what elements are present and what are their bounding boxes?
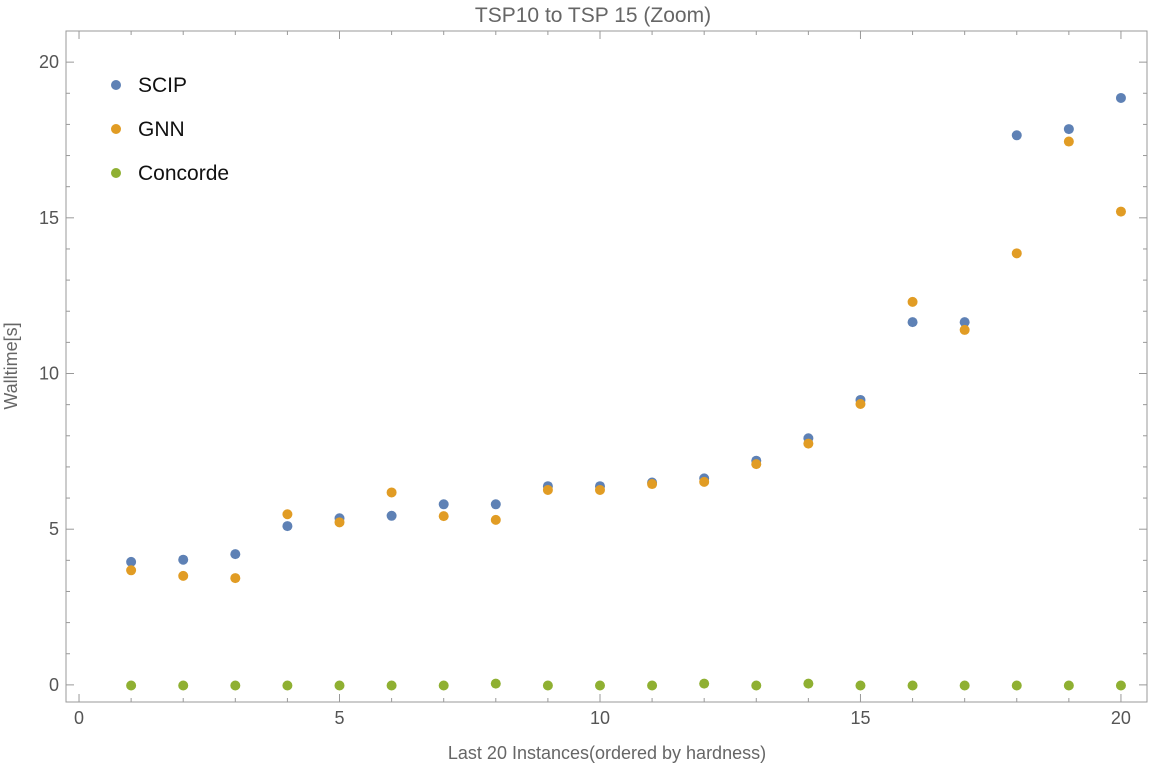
plot-frame bbox=[65, 30, 1148, 703]
legend-marker-scip bbox=[111, 80, 121, 90]
series-gnn bbox=[126, 136, 1126, 584]
scip-point bbox=[230, 549, 241, 560]
gnn-point bbox=[699, 476, 710, 487]
concorde-point bbox=[855, 680, 866, 691]
concorde-point bbox=[126, 680, 137, 691]
concorde-point bbox=[1011, 680, 1022, 691]
y-tick-label: 15 bbox=[39, 208, 59, 228]
concorde-point bbox=[334, 680, 345, 691]
scip-point bbox=[178, 554, 189, 565]
concorde-point bbox=[803, 678, 814, 689]
gnn-point bbox=[126, 565, 137, 576]
y-tick-label: 0 bbox=[49, 675, 59, 695]
series-concorde bbox=[126, 678, 1126, 691]
axis-ticks bbox=[66, 30, 1147, 702]
x-tick-label: 15 bbox=[850, 708, 870, 728]
concorde-point bbox=[230, 680, 241, 691]
gnn-point bbox=[438, 511, 449, 522]
legend-label-gnn: GNN bbox=[138, 118, 185, 141]
gnn-point bbox=[803, 438, 814, 449]
concorde-point bbox=[647, 680, 658, 691]
concorde-point bbox=[907, 680, 918, 691]
y-axis-label: Walltime[s] bbox=[1, 322, 21, 409]
gnn-point bbox=[907, 296, 918, 307]
concorde-point bbox=[699, 678, 710, 689]
legend-item-scip: SCIP bbox=[111, 74, 187, 97]
gnn-point bbox=[334, 517, 345, 528]
concorde-point bbox=[542, 680, 553, 691]
gnn-point bbox=[282, 509, 293, 520]
scip-point bbox=[1011, 130, 1022, 141]
scip-point bbox=[386, 510, 397, 521]
scip-point bbox=[907, 317, 918, 328]
x-axis-label: Last 20 Instances(ordered by hardness) bbox=[448, 743, 766, 763]
legend-label-concorde: Concorde bbox=[138, 162, 229, 185]
gnn-point bbox=[1063, 136, 1074, 147]
concorde-point bbox=[959, 680, 970, 691]
legend: SCIP GNN Concorde bbox=[111, 74, 229, 185]
concorde-point bbox=[386, 680, 397, 691]
gnn-point bbox=[230, 573, 241, 584]
scip-point bbox=[959, 317, 970, 328]
gnn-point bbox=[490, 514, 501, 525]
x-tick-label: 0 bbox=[74, 708, 84, 728]
concorde-point bbox=[1115, 680, 1126, 691]
data-points bbox=[126, 92, 1126, 691]
concorde-point bbox=[438, 680, 449, 691]
gnn-point bbox=[178, 570, 189, 581]
x-tick-label: 10 bbox=[590, 708, 610, 728]
gnn-point bbox=[647, 479, 658, 490]
gnn-point bbox=[594, 484, 605, 495]
concorde-point bbox=[1063, 680, 1074, 691]
concorde-point bbox=[751, 680, 762, 691]
chart-title: TSP10 to TSP 15 (Zoom) bbox=[475, 4, 711, 27]
gnn-point bbox=[386, 487, 397, 498]
legend-marker-gnn bbox=[111, 124, 121, 134]
concorde-point bbox=[282, 680, 293, 691]
scip-point bbox=[490, 499, 501, 510]
x-tick-label: 20 bbox=[1111, 708, 1131, 728]
scip-point bbox=[1063, 124, 1074, 135]
legend-item-concorde: Concorde bbox=[111, 162, 229, 185]
x-tick-label: 5 bbox=[334, 708, 344, 728]
scip-point bbox=[438, 499, 449, 510]
legend-item-gnn: GNN bbox=[111, 118, 185, 141]
y-tick-label: 20 bbox=[39, 52, 59, 72]
legend-marker-concorde bbox=[111, 168, 121, 178]
concorde-point bbox=[594, 680, 605, 691]
concorde-point bbox=[490, 678, 501, 689]
gnn-point bbox=[855, 399, 866, 410]
gnn-point bbox=[1115, 206, 1126, 217]
gnn-point bbox=[751, 459, 762, 470]
gnn-point bbox=[959, 324, 970, 335]
gnn-point bbox=[1011, 248, 1022, 259]
gnn-point bbox=[542, 484, 553, 495]
y-tick-label: 5 bbox=[49, 519, 59, 539]
axis-tick-labels: 0 5 10 15 20 0 5 10 15 20 bbox=[39, 52, 1131, 728]
series-scip bbox=[126, 92, 1126, 567]
legend-label-scip: SCIP bbox=[138, 74, 187, 97]
concorde-point bbox=[178, 680, 189, 691]
scip-point bbox=[1115, 92, 1126, 103]
scip-point bbox=[126, 556, 137, 567]
scip-point bbox=[282, 521, 293, 532]
y-tick-label: 10 bbox=[39, 364, 59, 384]
